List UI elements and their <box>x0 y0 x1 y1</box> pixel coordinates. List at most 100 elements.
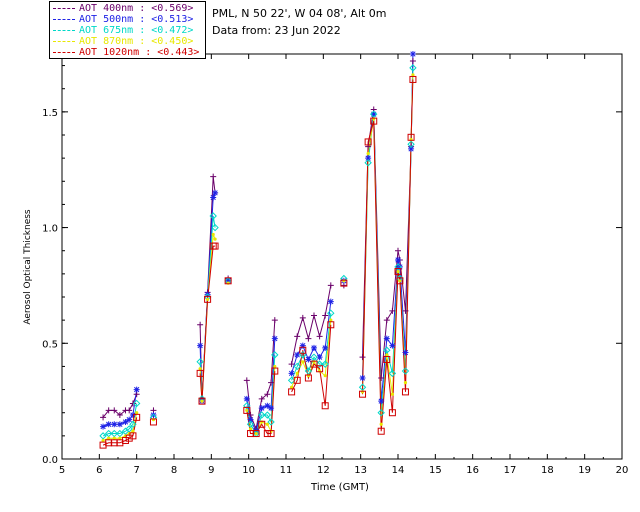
data-point <box>294 351 301 358</box>
data-point <box>107 436 111 440</box>
data-point <box>370 110 378 118</box>
data-point <box>301 360 305 364</box>
data-point <box>327 321 335 329</box>
x-tick-label: 19 <box>578 465 591 476</box>
data-point <box>287 376 296 385</box>
data-point <box>364 138 372 146</box>
data-point <box>105 407 112 414</box>
data-point <box>246 420 255 428</box>
legend-label: AOT 1020nm : <0.443> <box>79 47 200 58</box>
data-point <box>204 295 212 303</box>
legend-swatch <box>53 40 75 42</box>
data-point <box>383 335 390 342</box>
x-axis: 5 6 7 8 9 10 11 12 13 14 15 16 17 18 19 20 <box>59 54 628 476</box>
data-point <box>268 405 275 412</box>
data-point <box>370 117 378 125</box>
data-point <box>401 388 409 396</box>
series-line <box>102 79 414 446</box>
x-tick-label: 5 <box>59 465 65 476</box>
data-point <box>197 342 204 349</box>
data-point <box>388 409 396 417</box>
data-point <box>121 436 129 444</box>
data-point <box>311 344 317 351</box>
data-point <box>254 431 258 436</box>
data-point <box>211 242 219 250</box>
station-info: PML, N 50 22', W 04 08', Alt 0m <box>212 7 387 20</box>
data-point <box>395 256 401 263</box>
data-point <box>366 151 370 156</box>
data-point <box>131 429 135 433</box>
data-point <box>389 307 396 314</box>
data-point <box>99 432 107 440</box>
data-point <box>329 318 333 322</box>
data-point <box>359 354 366 361</box>
series-lines <box>102 53 414 446</box>
data-point <box>293 362 301 371</box>
data-point <box>196 369 204 377</box>
legend-item: AOT 400nm : <0.569> <box>53 3 193 15</box>
data-point <box>288 370 295 377</box>
data-point <box>310 360 318 368</box>
data-point <box>409 75 417 83</box>
data-point <box>125 425 133 433</box>
legend-swatch <box>53 7 75 9</box>
data-point <box>126 407 133 414</box>
data-point <box>396 269 400 274</box>
legend-swatch <box>53 29 75 31</box>
data-point <box>365 155 372 162</box>
y-tick-label: 0.0 <box>42 455 58 466</box>
legend-item: AOT 675nm : <0.472> <box>53 25 193 37</box>
data-point <box>299 314 306 321</box>
series-line <box>102 74 414 441</box>
data-point <box>271 317 278 324</box>
data-point <box>267 418 275 426</box>
data-point <box>252 430 260 438</box>
series-line <box>102 67 414 437</box>
data-point <box>111 421 118 428</box>
x-tick-label: 16 <box>466 465 479 476</box>
data-point <box>396 263 403 270</box>
data-point <box>294 333 301 340</box>
data-point <box>364 159 372 167</box>
data-point <box>258 411 266 419</box>
data-point <box>200 399 204 403</box>
data-point <box>327 309 335 317</box>
data-point <box>389 342 396 349</box>
x-tick-label: 18 <box>541 465 554 476</box>
data-point <box>290 385 294 389</box>
data-point <box>293 376 301 384</box>
data-point <box>129 432 137 440</box>
data-point <box>316 365 324 373</box>
data-point <box>359 390 367 398</box>
data-point <box>411 73 415 77</box>
data-point <box>245 408 249 412</box>
legend-label: AOT 870nm : <0.450> <box>79 36 194 47</box>
y-tick-label: 1.5 <box>42 108 58 119</box>
data-point <box>358 383 367 391</box>
legend-swatch <box>53 51 75 53</box>
data-point <box>310 353 318 361</box>
data-point <box>271 335 278 342</box>
data-point <box>243 402 251 410</box>
data-point <box>111 407 118 414</box>
data-point <box>197 321 204 328</box>
legend-swatch <box>53 18 75 20</box>
data-point <box>125 434 133 442</box>
data-point <box>396 277 404 285</box>
data-point <box>211 232 215 237</box>
data-point <box>311 312 317 319</box>
data-point <box>243 406 251 414</box>
data-point <box>268 379 275 386</box>
x-tick-label: 12 <box>317 465 330 476</box>
date-info: Data from: 23 Jun 2022 <box>212 24 341 37</box>
legend-item: AOT 1020nm : <0.443> <box>53 47 199 59</box>
data-point <box>116 429 124 438</box>
x-tick-label: 10 <box>242 465 255 476</box>
data-point <box>398 279 402 283</box>
data-point <box>403 381 408 385</box>
data-point <box>383 317 390 324</box>
data-point <box>402 307 409 314</box>
data-point <box>265 422 269 426</box>
data-point <box>116 412 123 419</box>
data-point <box>212 189 219 196</box>
